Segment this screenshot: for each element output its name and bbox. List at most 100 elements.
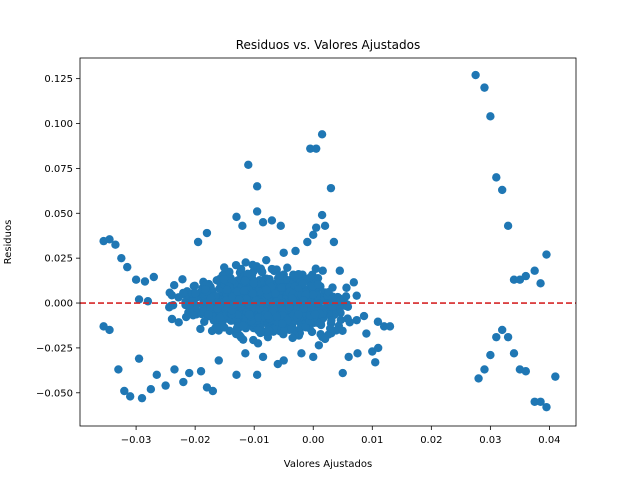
cluster-point — [313, 280, 323, 289]
x-tick-label: 0.00 — [302, 435, 324, 446]
cluster-point — [196, 324, 205, 334]
data-point — [143, 297, 153, 306]
data-point — [509, 275, 519, 284]
cluster-point — [248, 260, 257, 270]
data-point — [320, 221, 330, 231]
cluster-point — [373, 317, 383, 326]
cluster-point — [215, 313, 225, 323]
cluster-point — [174, 318, 183, 327]
data-point — [497, 325, 507, 335]
data-point — [238, 221, 247, 231]
data-point — [232, 212, 241, 222]
data-point — [542, 402, 551, 412]
data-point — [353, 349, 362, 358]
cluster-point — [263, 325, 273, 335]
data-point — [185, 368, 194, 378]
data-point — [503, 221, 513, 231]
y-tick-label: 0.000 — [44, 299, 73, 310]
data-point — [244, 160, 253, 170]
data-point — [170, 365, 179, 374]
cluster-point — [267, 264, 277, 274]
cluster-point — [181, 312, 191, 322]
cluster-point — [275, 271, 284, 280]
y-tick-label: 0.100 — [44, 119, 73, 130]
cluster-point — [359, 311, 369, 321]
data-point — [252, 182, 262, 191]
cluster-point — [306, 273, 315, 282]
data-point — [125, 392, 135, 401]
cluster-point — [294, 310, 303, 319]
cluster-point — [213, 304, 222, 313]
cluster-point — [328, 292, 338, 302]
data-point — [241, 349, 250, 358]
cluster-point — [338, 326, 347, 335]
data-point — [329, 237, 339, 247]
cluster-point — [240, 276, 250, 286]
data-point — [105, 325, 114, 335]
data-point — [335, 266, 345, 275]
cluster-point — [262, 255, 271, 265]
data-point — [320, 334, 330, 344]
data-point — [509, 349, 519, 358]
data-point — [267, 216, 277, 225]
data-point — [214, 356, 223, 365]
cluster-point — [262, 285, 271, 295]
cluster-point — [249, 278, 259, 288]
cluster-point — [314, 341, 324, 350]
cluster-point — [343, 302, 353, 311]
cluster-point — [220, 323, 229, 332]
cluster-point — [328, 302, 337, 311]
data-point — [497, 185, 507, 195]
cluster-point — [308, 290, 318, 299]
data-point — [258, 352, 268, 362]
data-point — [120, 386, 129, 396]
cluster-point — [212, 276, 221, 285]
data-point — [503, 332, 513, 342]
data-point — [492, 173, 501, 182]
data-point — [309, 230, 318, 240]
data-point — [252, 207, 262, 216]
data-point — [134, 354, 144, 363]
data-point — [111, 240, 120, 249]
data-point — [371, 358, 380, 367]
x-tick-label: −0.03 — [121, 435, 152, 446]
data-point — [530, 397, 539, 406]
cluster-point — [294, 269, 303, 279]
data-point — [311, 144, 321, 153]
cluster-point — [206, 303, 215, 312]
data-point — [279, 248, 288, 257]
cluster-point — [278, 319, 287, 328]
cluster-point — [204, 310, 213, 319]
cluster-point — [219, 275, 229, 284]
cluster-point — [167, 291, 177, 300]
cluster-point — [167, 314, 177, 324]
data-point — [492, 332, 501, 342]
cluster-point — [298, 279, 308, 289]
cluster-point — [236, 333, 246, 342]
data-point — [338, 368, 347, 378]
cluster-point — [169, 281, 179, 290]
data-point — [311, 223, 321, 232]
x-tick-label: 0.03 — [479, 435, 501, 446]
data-point — [373, 343, 383, 353]
data-point — [114, 365, 123, 374]
y-axis-ticks: −0.050 −0.025 0.000 0.025 0.050 0.075 0.100 0.1… — [36, 74, 80, 399]
cluster-point — [343, 314, 352, 323]
cluster-point — [257, 267, 267, 276]
y-tick-label: 0.075 — [44, 164, 73, 175]
cluster-point — [301, 323, 310, 332]
data-point — [521, 367, 531, 376]
data-point — [279, 356, 288, 365]
data-point — [486, 112, 495, 121]
x-tick-label: −0.01 — [239, 435, 270, 446]
data-point — [306, 144, 315, 153]
data-point — [297, 349, 306, 358]
cluster-point — [352, 291, 361, 300]
data-point — [123, 262, 132, 272]
cluster-point — [241, 258, 250, 267]
cluster-point — [191, 289, 200, 298]
data-point — [140, 277, 150, 286]
cluster-point — [222, 285, 232, 294]
data-point — [152, 370, 161, 380]
